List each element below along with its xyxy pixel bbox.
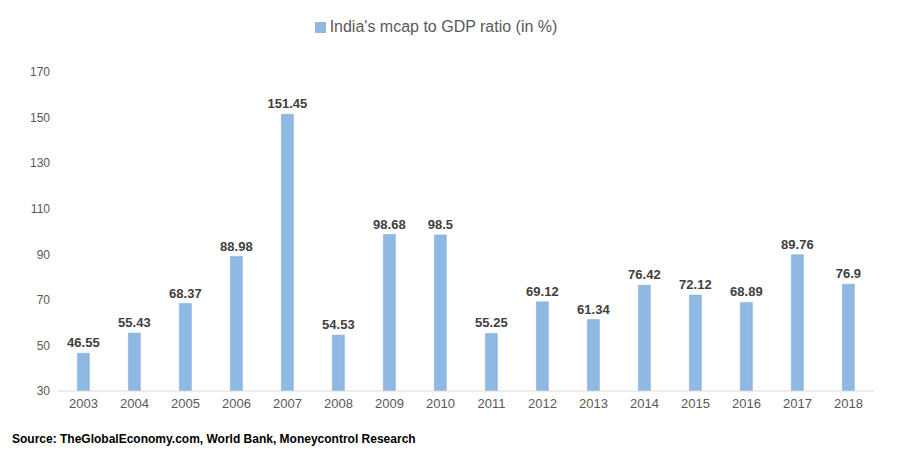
svg-text:2009: 2009 <box>375 396 404 411</box>
html-text:Source: TheGlobalEconomy.com,: Source: TheGlobalEconomy.com, World Bank… <box>12 432 416 446</box>
svg-text:55.43: 55.43 <box>118 315 151 330</box>
svg-text:50: 50 <box>37 339 51 353</box>
svg-text:90: 90 <box>37 248 51 262</box>
svg-text:130: 130 <box>30 156 50 170</box>
svg-text:30: 30 <box>37 384 51 398</box>
svg-text:98.68: 98.68 <box>373 217 406 232</box>
svg-text:69.12: 69.12 <box>526 284 559 299</box>
svg-text:2013: 2013 <box>579 396 608 411</box>
svg-text:76.9: 76.9 <box>836 266 861 281</box>
svg-text:70: 70 <box>37 293 51 307</box>
svg-text:68.89: 68.89 <box>730 284 763 299</box>
svg-text:2015: 2015 <box>681 396 710 411</box>
svg-text:2018: 2018 <box>834 396 863 411</box>
svg-text:151.45: 151.45 <box>267 96 307 111</box>
svg-text:46.55: 46.55 <box>67 335 100 350</box>
svg-text:2003: 2003 <box>69 396 98 411</box>
svg-text:55.25: 55.25 <box>475 315 508 330</box>
svg-text:2012: 2012 <box>528 396 557 411</box>
svg-text:2017: 2017 <box>783 396 812 411</box>
svg-text:88.98: 88.98 <box>220 239 253 254</box>
svg-text:2014: 2014 <box>630 396 659 411</box>
svg-text:89.76: 89.76 <box>781 237 814 252</box>
svg-text:68.37: 68.37 <box>169 286 202 301</box>
svg-text:98.5: 98.5 <box>428 217 453 232</box>
svg-text:2008: 2008 <box>324 396 353 411</box>
svg-text:54.53: 54.53 <box>322 317 355 332</box>
svg-text:2005: 2005 <box>171 396 200 411</box>
svg-text:170: 170 <box>30 65 50 79</box>
svg-text:2004: 2004 <box>120 396 149 411</box>
svg-text:72.12: 72.12 <box>679 277 712 292</box>
svg-text:2011: 2011 <box>478 396 506 411</box>
html-text:India's mcap to GDP ratio (in: India's mcap to GDP ratio (in %) <box>329 18 558 35</box>
svg-text:110: 110 <box>31 202 50 216</box>
svg-text:76.42: 76.42 <box>628 267 661 282</box>
svg-text:150: 150 <box>30 111 50 125</box>
svg-text:2016: 2016 <box>732 396 761 411</box>
svg-text:2006: 2006 <box>222 396 251 411</box>
svg-text:2007: 2007 <box>273 396 302 411</box>
svg-text:2010: 2010 <box>426 396 455 411</box>
svg-text:61.34: 61.34 <box>577 302 610 317</box>
